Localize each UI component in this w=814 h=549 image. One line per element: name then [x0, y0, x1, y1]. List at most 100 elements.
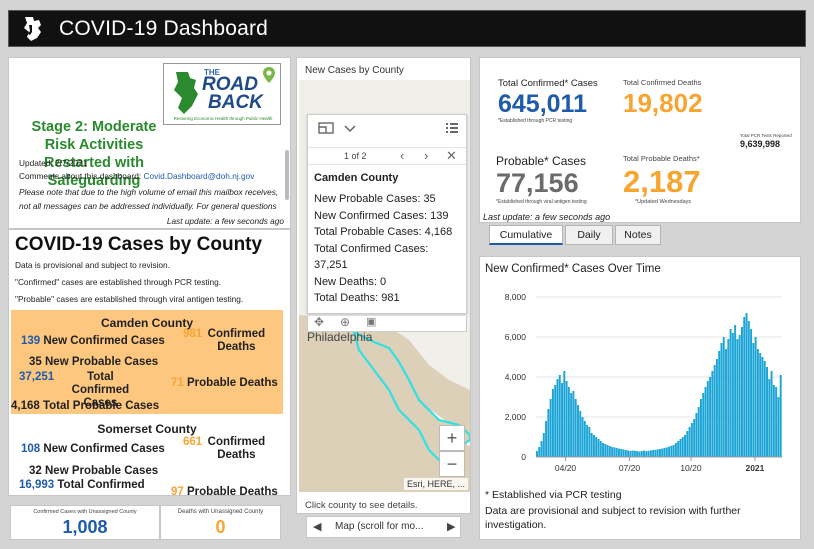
chart-footnote-1: * Established via PCR testing: [485, 489, 622, 501]
pcr-tests-label: Total PCR Tests Reported: [740, 133, 792, 138]
confirmed-deaths-line: 981 Confirmed Deaths: [183, 328, 266, 353]
dock-icon[interactable]: ▣: [366, 316, 377, 328]
chart-bar: [656, 449, 659, 457]
chart-bar: [627, 450, 630, 457]
totals-last-update: Last update: a few seconds ago: [483, 212, 611, 222]
chart-bar: [718, 351, 721, 457]
chevron-down-icon[interactable]: [344, 125, 356, 133]
list-icon[interactable]: [446, 122, 458, 134]
new-probable-line: 32 New Probable Cases: [29, 465, 159, 477]
chart-bar: [681, 437, 684, 457]
total-confirmed-line: 37,251 Total Confirmed Cases: [19, 371, 130, 409]
road-back-the: THE: [204, 68, 220, 77]
nav-prev-icon[interactable]: ◀: [313, 521, 322, 533]
tab-daily[interactable]: Daily: [565, 225, 613, 245]
total-deaths-label: Total Confirmed Deaths: [623, 78, 702, 87]
chart-bar: [734, 325, 737, 457]
chart-bar: [677, 441, 680, 457]
chart-bar: [659, 449, 661, 457]
chart-bar: [702, 393, 705, 457]
chart-bar: [772, 385, 775, 457]
chart-bar: [731, 333, 734, 457]
nav-next-icon[interactable]: ▶: [447, 521, 456, 533]
total-probable-line: 4,168 Total Probable Cases: [11, 400, 160, 412]
pan-icon[interactable]: ✥: [314, 315, 325, 329]
chart-bar: [759, 353, 762, 457]
chart-bar: [649, 450, 652, 457]
unassigned-confirmed-box: Confirmed Cases with Unassigned County 1…: [10, 505, 160, 540]
chart-bar: [766, 367, 768, 457]
chart-bar: [741, 327, 743, 457]
chart-bar: [747, 321, 750, 457]
chart-bar: [542, 433, 545, 457]
county-note-3: "Probable" cases are established through…: [15, 294, 244, 304]
chart-bar: [645, 451, 648, 457]
probable-value: 77,156: [496, 168, 579, 198]
chart-bar: [738, 335, 741, 457]
cases-chart[interactable]: 0 2,000 4,000 6,000 8,000 04/20 07/20 10/20 2021: [480, 287, 801, 477]
chart-bar: [547, 409, 550, 457]
map-view[interactable]: Philadelphia + − Esri, HERE, ...: [299, 80, 470, 492]
comments-line: Comments about this dashboard: Covid.Das…: [19, 171, 254, 181]
new-confirmed-line: 108 New Confirmed Cases: [21, 443, 165, 455]
zoom-out-button[interactable]: −: [439, 451, 465, 477]
chart-bar: [665, 447, 668, 457]
chart-bar: [549, 399, 552, 457]
map-popup: 1 of 2 ‹ › ✕ Camden County New Probable …: [307, 114, 467, 314]
probable-deaths-line: 71 Probable Deaths: [171, 377, 278, 389]
zoom-in-button[interactable]: +: [439, 425, 465, 451]
close-icon[interactable]: ✕: [446, 148, 457, 163]
map-nav-label[interactable]: Map (scroll for mo...: [335, 521, 424, 532]
map-attribution: Esri, HERE, ...: [403, 478, 468, 490]
chart-bar: [754, 337, 757, 457]
chart-bar: [613, 447, 616, 457]
tab-cumulative[interactable]: Cumulative: [489, 225, 563, 245]
county-name: Somerset County: [97, 422, 197, 436]
county-panel: COVID-19 Cases by County Data is provisi…: [8, 229, 291, 496]
chart-bar: [602, 443, 604, 457]
location-pin-icon: [263, 67, 275, 83]
chart-bar: [631, 450, 634, 457]
road-back-logo: THE ROAD BACK Restoring Economic Health …: [163, 63, 281, 125]
road-back-tagline: Restoring Economic Health through Public…: [173, 116, 273, 121]
chart-bar: [661, 448, 664, 457]
dock-icon[interactable]: [318, 121, 334, 135]
county-card-somerset[interactable]: Somerset County 108 New Confirmed Cases …: [11, 416, 283, 495]
next-icon[interactable]: ›: [424, 148, 429, 163]
popup-line: Total Probable Cases: 4,168: [314, 226, 453, 238]
chart-bar: [643, 450, 645, 457]
chart-bar: [629, 451, 632, 457]
chart-bar: [725, 349, 727, 457]
info-scrollbar[interactable]: [285, 150, 289, 200]
chart-bar: [729, 329, 732, 457]
unassigned-confirmed-label: Confirmed Cases with Unassigned County: [33, 509, 137, 515]
road-back-back: BACK: [208, 92, 263, 113]
totals-panel: Total Confirmed* Cases 645,011 *Establis…: [479, 57, 801, 223]
chart-bar: [618, 448, 620, 457]
popup-details: New Probable Cases: 35 New Confirmed Cas…: [314, 191, 464, 307]
county-name: Camden County: [100, 316, 193, 330]
dashboard-header: COVID-19 Dashboard: [8, 10, 806, 47]
chart-bar: [679, 439, 682, 457]
chart-bar: [622, 449, 625, 457]
cases-by-county-title: COVID-19 Cases by County: [15, 234, 263, 255]
popup-pager: 1 of 2: [344, 151, 367, 161]
zoom-to-icon[interactable]: ⊕: [340, 315, 351, 329]
chart-bar: [704, 387, 707, 457]
probable-deaths-note: *Updated Wednesdays: [635, 199, 692, 205]
county-card-camden[interactable]: Camden County 139 New Confirmed Cases 35…: [11, 310, 283, 414]
chart-bar: [599, 441, 602, 457]
chart-bar: [540, 441, 543, 457]
map-footer-hint: Click county to see details.: [305, 500, 418, 511]
info-panel: Stage 2: Moderate Risk Activities Restar…: [8, 57, 291, 229]
chart-bar: [588, 427, 591, 457]
x-tick-label: 10/20: [680, 463, 702, 473]
chart-bar: [697, 407, 700, 457]
popup-actions: ✥ ⊕ ▣: [307, 315, 467, 332]
y-tick-label: 2,000: [505, 412, 527, 422]
chart-bar: [561, 383, 563, 457]
prev-icon[interactable]: ‹: [400, 148, 405, 163]
tab-notes[interactable]: Notes: [615, 225, 661, 245]
comments-email-link[interactable]: Covid.Dashboard@doh.nj.gov: [143, 171, 255, 181]
total-confirmed-note: *Established through PCR testing: [498, 118, 573, 124]
